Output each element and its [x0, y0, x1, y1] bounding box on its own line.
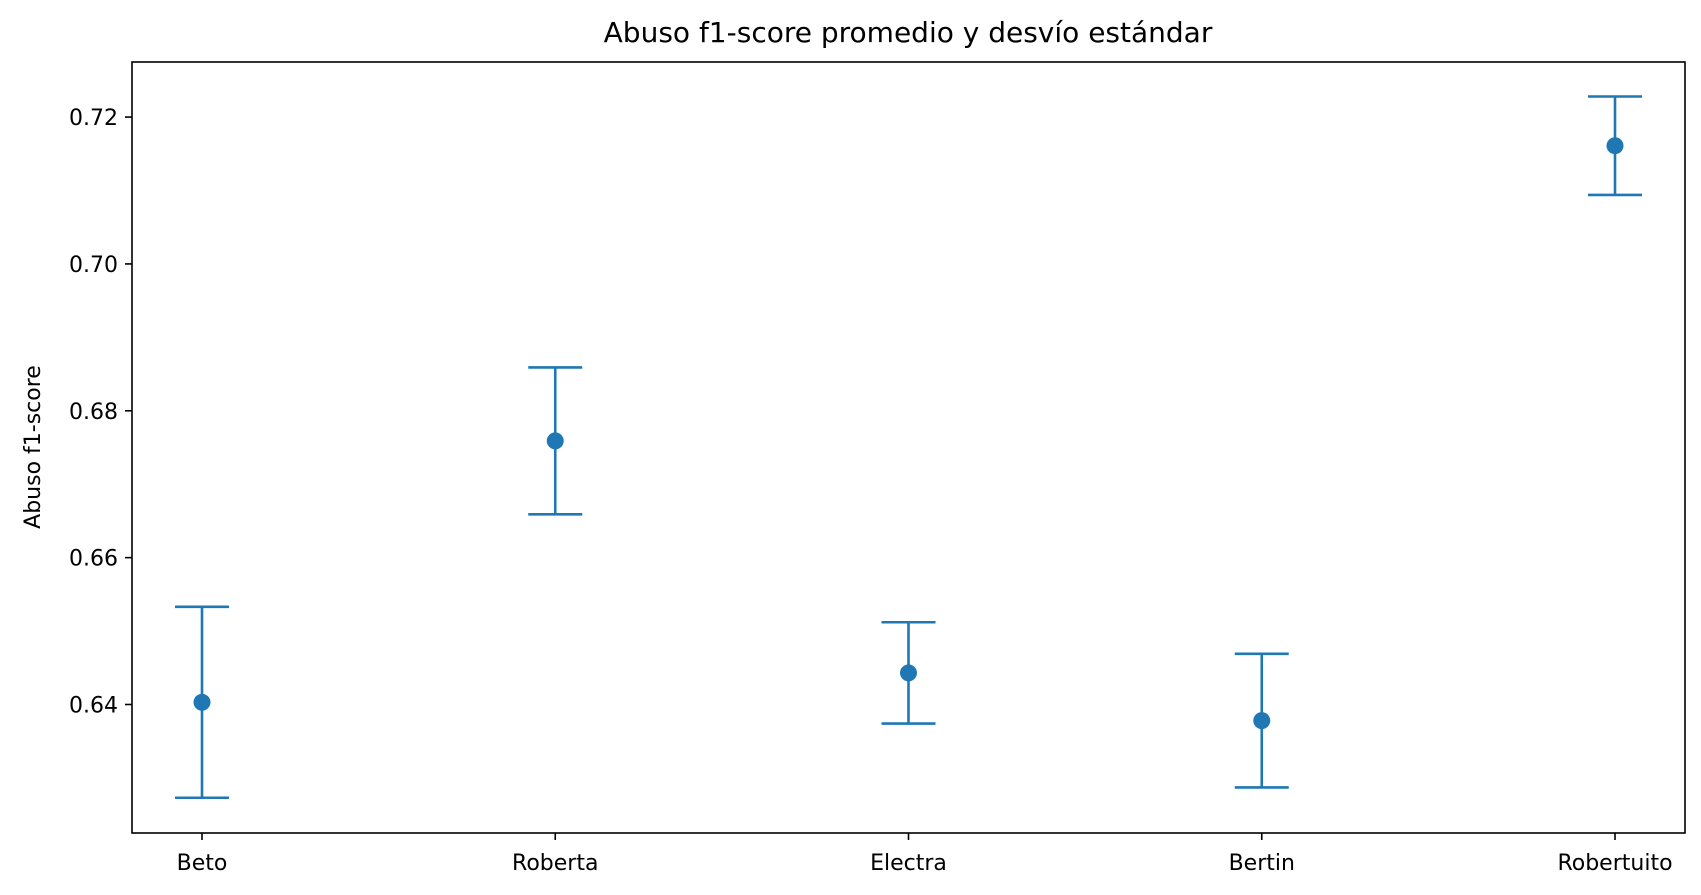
y-axis-ticks: 0.64 0.66 0.68 0.70 0.72: [69, 106, 132, 719]
errorbar-point-bertin: [1234, 652, 1289, 789]
y-axis-label: Abuso f1-score: [21, 365, 46, 529]
chart-title: Abuso f1-score promedio y desvío estánda…: [604, 16, 1213, 49]
x-tick-label: Electra: [870, 851, 947, 876]
errorbar-point-electra: [881, 620, 936, 725]
mean-point-marker: [900, 664, 917, 682]
mean-point-marker: [193, 693, 211, 711]
mean-point-marker: [546, 432, 564, 450]
y-tick-label: 0.70: [69, 253, 118, 278]
x-tick-label: Beto: [177, 851, 228, 876]
y-tick-label: 0.66: [69, 547, 118, 572]
errorbar-point-roberta: [528, 366, 583, 516]
data-series: [175, 95, 1642, 800]
x-tick-label: Roberta: [512, 851, 598, 876]
x-axis-ticks: Beto Roberta Electra Bertin Robertuito: [177, 833, 1673, 876]
y-tick-label: 0.68: [69, 400, 118, 425]
y-tick-label: 0.72: [69, 106, 118, 131]
y-tick-label: 0.64: [69, 694, 118, 719]
errorbar-point-robertuito: [1588, 95, 1642, 197]
x-tick-label: Robertuito: [1557, 851, 1672, 876]
x-tick-label: Bertin: [1229, 851, 1295, 876]
mean-point-marker: [1606, 137, 1624, 155]
mean-point-marker: [1253, 712, 1271, 730]
errorbar-point-beto: [175, 605, 229, 800]
